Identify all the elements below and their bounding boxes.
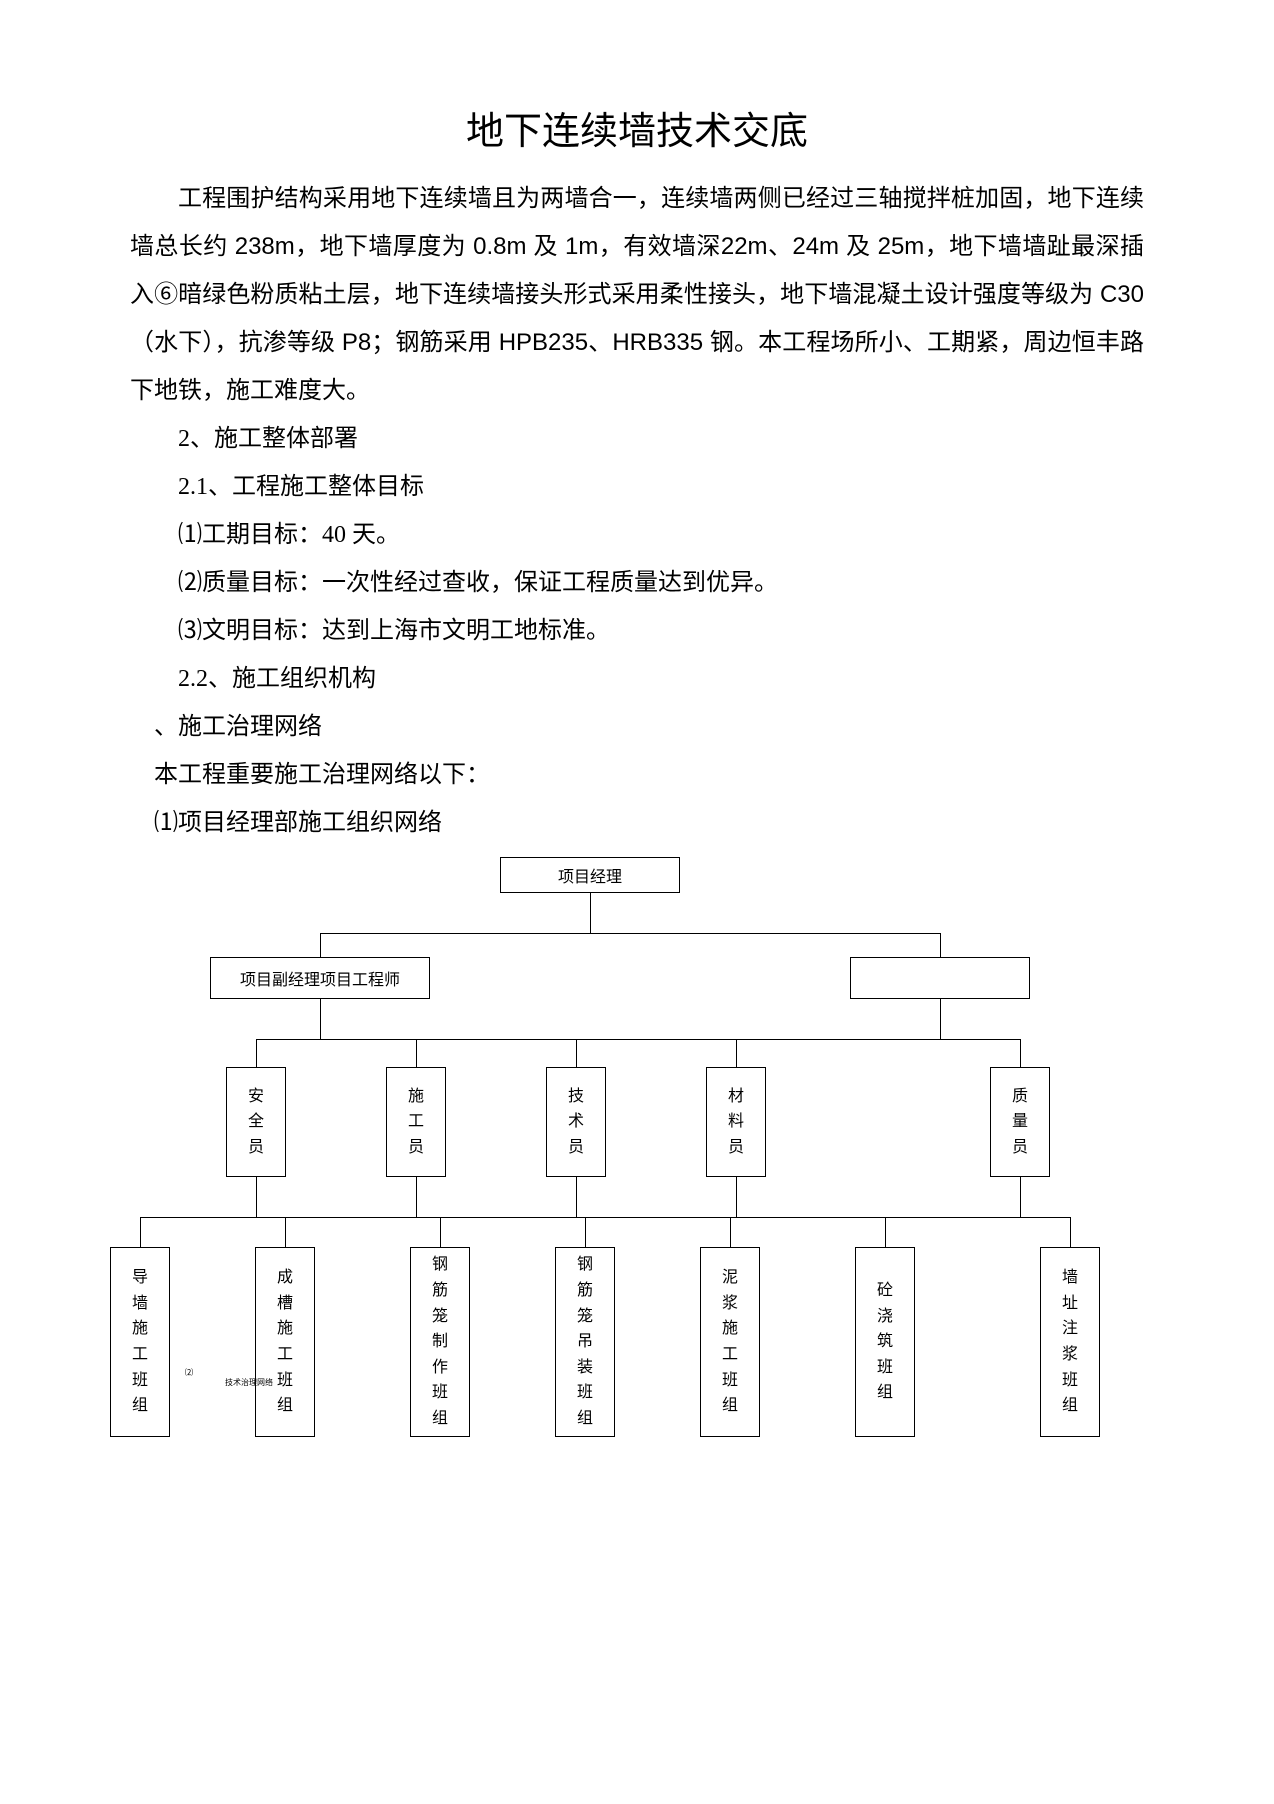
goal-3: ⑶文明目标：达到上海市文明工地标准。 bbox=[130, 607, 1144, 655]
connector bbox=[736, 1039, 737, 1067]
connector bbox=[590, 893, 591, 933]
connector bbox=[940, 933, 941, 957]
connector bbox=[1070, 1217, 1071, 1247]
connector bbox=[885, 1217, 886, 1247]
connector bbox=[320, 999, 321, 1039]
connector bbox=[416, 1177, 417, 1217]
node-team-3: 钢筋笼制作班组 bbox=[410, 1247, 470, 1437]
connector bbox=[256, 1177, 257, 1217]
connector bbox=[730, 1217, 731, 1247]
connector bbox=[140, 1217, 141, 1247]
node-team-6: 砼浇筑班组 bbox=[855, 1247, 915, 1437]
connector bbox=[576, 1177, 577, 1217]
tiny-label-2: 技术治理网络 bbox=[225, 1377, 273, 1388]
node-quality: 质量员 bbox=[990, 1067, 1050, 1177]
node-tech: 技术员 bbox=[546, 1067, 606, 1177]
node-deputy: 项目副经理项目工程师 bbox=[210, 957, 430, 999]
org-chart: 项目经理 项目副经理项目工程师 安全员 施工员 技术员 材料员 质量员 bbox=[130, 857, 1130, 1457]
node-team-2: 成槽施工班组 bbox=[255, 1247, 315, 1437]
connector bbox=[285, 1217, 286, 1247]
connector bbox=[576, 1039, 577, 1067]
node-team-5: 泥浆施工班组 bbox=[700, 1247, 760, 1437]
goal-1: ⑴工期目标：40 天。 bbox=[130, 511, 1144, 559]
connector bbox=[256, 1039, 1020, 1040]
connector bbox=[140, 1217, 1070, 1218]
connector bbox=[736, 1177, 737, 1217]
node-construction: 施工员 bbox=[386, 1067, 446, 1177]
section-2: 2、施工整体部署 bbox=[130, 415, 1144, 463]
intro-paragraph: 工程围护结构采用地下连续墙且为两墙合一，连续墙两侧已经过三轴搅拌桩加固，地下连续… bbox=[130, 175, 1144, 415]
connector bbox=[320, 933, 321, 957]
tiny-label-1: ⑵ bbox=[185, 1367, 193, 1378]
section-2-2a: 、施工治理网络 bbox=[130, 703, 1144, 751]
connector bbox=[1020, 1177, 1021, 1217]
goal-2: ⑵质量目标：一次性经过查收，保证工程质量达到优异。 bbox=[130, 559, 1144, 607]
section-2-2b: 本工程重要施工治理网络以下： bbox=[130, 751, 1144, 799]
node-empty bbox=[850, 957, 1030, 999]
section-2-2: 2.2、施工组织机构 bbox=[130, 655, 1144, 703]
node-pm: 项目经理 bbox=[500, 857, 680, 893]
connector bbox=[940, 999, 941, 1039]
section-2-2c: ⑴项目经理部施工组织网络 bbox=[130, 799, 1144, 847]
connector bbox=[320, 933, 940, 934]
connector bbox=[440, 1217, 441, 1247]
node-material: 材料员 bbox=[706, 1067, 766, 1177]
connector bbox=[585, 1217, 586, 1247]
connector bbox=[416, 1039, 417, 1067]
section-2-1: 2.1、工程施工整体目标 bbox=[130, 463, 1144, 511]
node-team-7: 墙址注浆班组 bbox=[1040, 1247, 1100, 1437]
node-safety: 安全员 bbox=[226, 1067, 286, 1177]
node-team-4: 钢筋笼吊装班组 bbox=[555, 1247, 615, 1437]
connector bbox=[1020, 1039, 1021, 1067]
page-title: 地下连续墙技术交底 bbox=[130, 100, 1144, 155]
node-team-1: 导墙施工班组 bbox=[110, 1247, 170, 1437]
connector bbox=[256, 1039, 257, 1067]
